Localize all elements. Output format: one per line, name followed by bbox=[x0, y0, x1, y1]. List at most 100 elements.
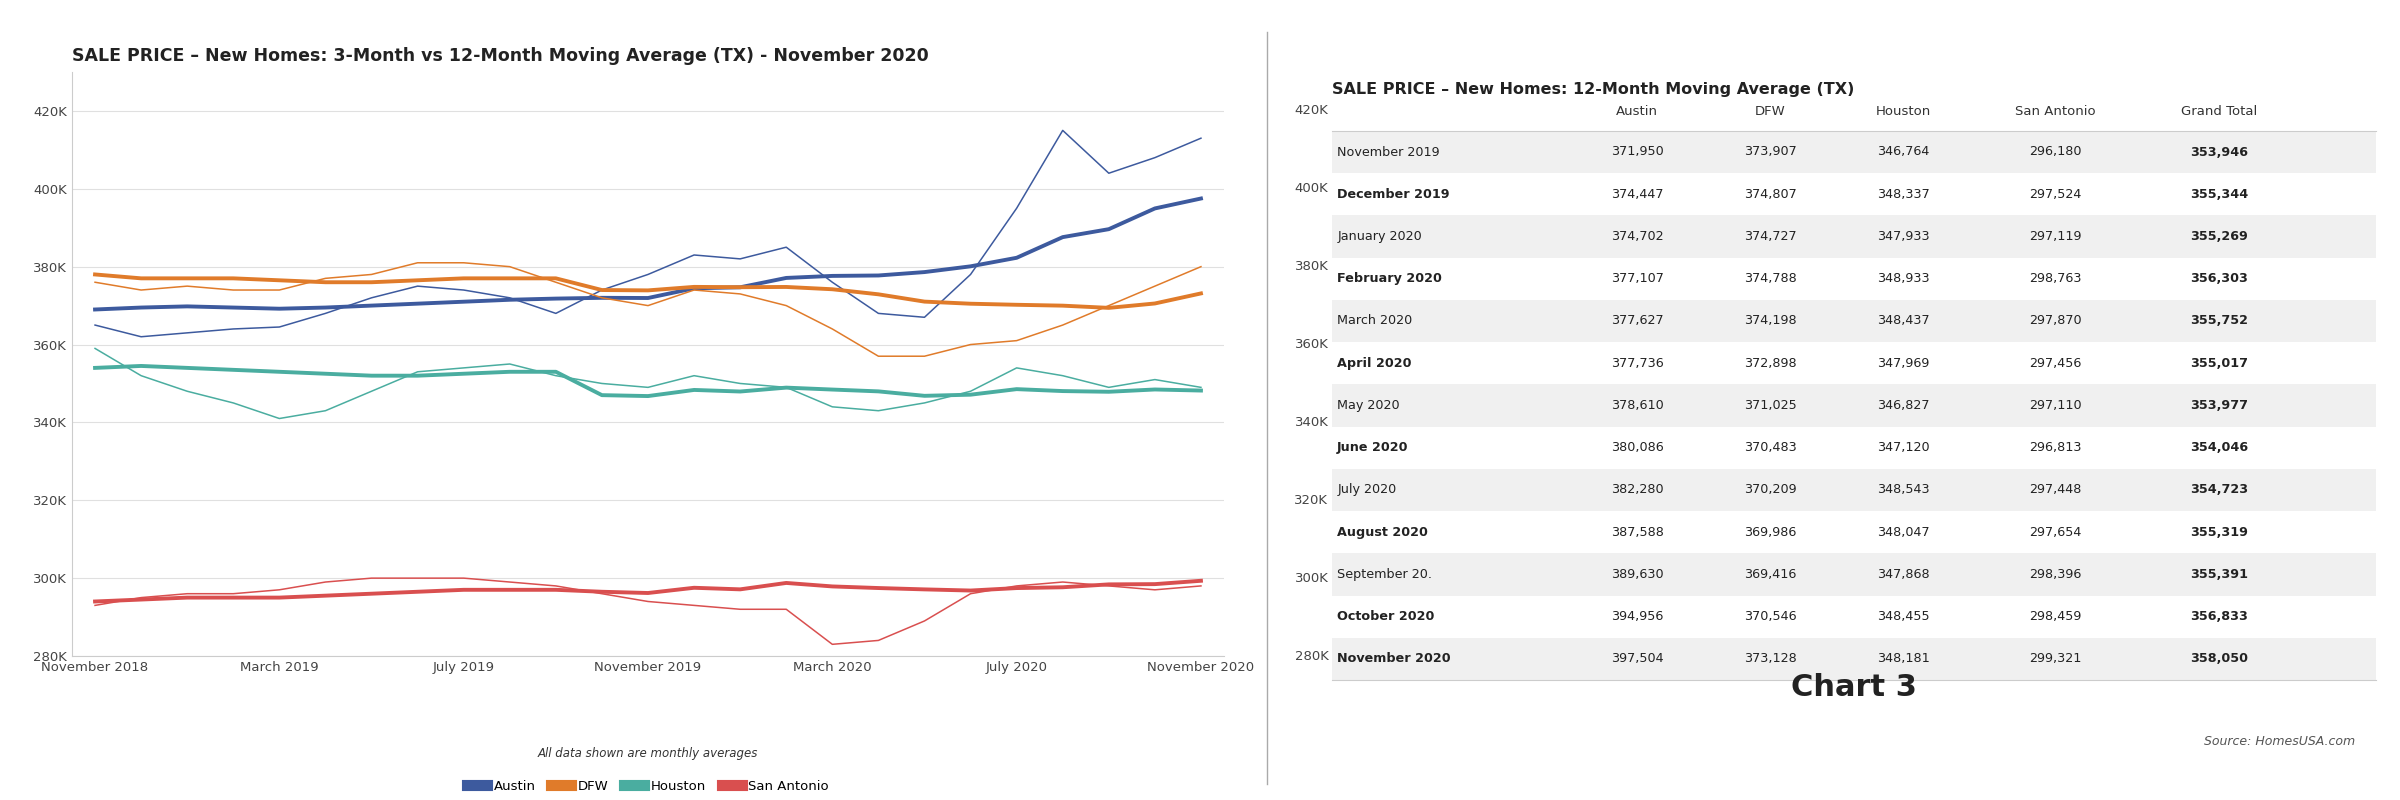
Text: 347,120: 347,120 bbox=[1877, 441, 1930, 454]
Text: 377,107: 377,107 bbox=[1610, 272, 1663, 286]
Text: 347,933: 347,933 bbox=[1877, 230, 1930, 243]
Text: June 2020: June 2020 bbox=[1337, 441, 1409, 454]
Text: August 2020: August 2020 bbox=[1337, 526, 1428, 538]
Text: 374,447: 374,447 bbox=[1610, 188, 1663, 201]
Text: 297,870: 297,870 bbox=[2028, 314, 2081, 327]
Text: 400K: 400K bbox=[1294, 182, 1330, 195]
Text: 360K: 360K bbox=[1294, 338, 1330, 351]
Text: 374,807: 374,807 bbox=[1745, 188, 1798, 201]
Text: DFW: DFW bbox=[1754, 105, 1786, 118]
Text: 280K: 280K bbox=[1294, 650, 1330, 662]
Text: 370,209: 370,209 bbox=[1745, 483, 1798, 497]
Text: 371,950: 371,950 bbox=[1610, 146, 1663, 158]
Legend: Austin, DFW, Houston, San Antonio: Austin, DFW, Houston, San Antonio bbox=[461, 774, 835, 798]
Text: 348,181: 348,181 bbox=[1877, 652, 1930, 666]
Text: 377,736: 377,736 bbox=[1610, 357, 1663, 370]
Bar bbox=[1332, 554, 2376, 595]
Text: 348,455: 348,455 bbox=[1877, 610, 1930, 623]
Text: 356,833: 356,833 bbox=[2191, 610, 2249, 623]
Text: 374,702: 374,702 bbox=[1610, 230, 1663, 243]
Text: 355,017: 355,017 bbox=[2191, 357, 2249, 370]
Text: 355,269: 355,269 bbox=[2191, 230, 2249, 243]
Text: 355,344: 355,344 bbox=[2191, 188, 2249, 201]
Text: Source: HomesUSA.com: Source: HomesUSA.com bbox=[2203, 734, 2354, 748]
Text: 394,956: 394,956 bbox=[1610, 610, 1663, 623]
Text: SALE PRICE – New Homes: 3-Month vs 12-Month Moving Average (TX) - November 2020: SALE PRICE – New Homes: 3-Month vs 12-Mo… bbox=[72, 47, 929, 65]
Text: 372,898: 372,898 bbox=[1745, 357, 1798, 370]
Text: 355,752: 355,752 bbox=[2191, 314, 2249, 327]
Text: 354,723: 354,723 bbox=[2191, 483, 2249, 497]
Bar bbox=[1332, 638, 2376, 680]
Text: 373,128: 373,128 bbox=[1745, 652, 1798, 666]
Text: 355,319: 355,319 bbox=[2191, 526, 2249, 538]
Text: 340K: 340K bbox=[1294, 416, 1330, 429]
Text: SALE PRICE – New Homes: 12-Month Moving Average (TX): SALE PRICE – New Homes: 12-Month Moving … bbox=[1332, 82, 1855, 97]
Text: 348,543: 348,543 bbox=[1877, 483, 1930, 497]
Bar bbox=[1332, 469, 2376, 511]
Text: 371,025: 371,025 bbox=[1745, 399, 1798, 412]
Text: February 2020: February 2020 bbox=[1337, 272, 1442, 286]
Text: 380,086: 380,086 bbox=[1610, 441, 1663, 454]
Text: 380K: 380K bbox=[1294, 260, 1330, 273]
Text: 297,110: 297,110 bbox=[2028, 399, 2081, 412]
Text: 320K: 320K bbox=[1294, 494, 1330, 506]
Text: Houston: Houston bbox=[1877, 105, 1932, 118]
Text: 387,588: 387,588 bbox=[1610, 526, 1663, 538]
Text: 369,986: 369,986 bbox=[1745, 526, 1798, 538]
Text: 297,448: 297,448 bbox=[2028, 483, 2081, 497]
Text: 348,933: 348,933 bbox=[1877, 272, 1930, 286]
Text: 348,337: 348,337 bbox=[1877, 188, 1930, 201]
Text: October 2020: October 2020 bbox=[1337, 610, 1435, 623]
Text: 353,977: 353,977 bbox=[2191, 399, 2249, 412]
Text: 369,416: 369,416 bbox=[1745, 568, 1798, 581]
Text: 356,303: 356,303 bbox=[2191, 272, 2249, 286]
Text: 346,827: 346,827 bbox=[1877, 399, 1930, 412]
Text: 370,546: 370,546 bbox=[1745, 610, 1798, 623]
Text: 354,046: 354,046 bbox=[2191, 441, 2249, 454]
Text: 378,610: 378,610 bbox=[1610, 399, 1663, 412]
Bar bbox=[1332, 384, 2376, 426]
Text: April 2020: April 2020 bbox=[1337, 357, 1411, 370]
Text: 298,396: 298,396 bbox=[2028, 568, 2081, 581]
Text: 348,047: 348,047 bbox=[1877, 526, 1930, 538]
Text: San Antonio: San Antonio bbox=[2014, 105, 2095, 118]
Text: May 2020: May 2020 bbox=[1337, 399, 1399, 412]
Text: December 2019: December 2019 bbox=[1337, 188, 1450, 201]
Text: 346,764: 346,764 bbox=[1877, 146, 1930, 158]
Text: 299,321: 299,321 bbox=[2028, 652, 2081, 666]
Text: 374,727: 374,727 bbox=[1745, 230, 1798, 243]
Text: 298,763: 298,763 bbox=[2028, 272, 2081, 286]
Text: 370,483: 370,483 bbox=[1745, 441, 1798, 454]
Text: January 2020: January 2020 bbox=[1337, 230, 1421, 243]
Text: Grand Total: Grand Total bbox=[2182, 105, 2258, 118]
Text: All data shown are monthly averages: All data shown are monthly averages bbox=[538, 746, 758, 759]
Text: 420K: 420K bbox=[1294, 105, 1330, 118]
Text: July 2020: July 2020 bbox=[1337, 483, 1397, 497]
Text: 296,813: 296,813 bbox=[2028, 441, 2081, 454]
Text: 374,788: 374,788 bbox=[1745, 272, 1798, 286]
Text: 300K: 300K bbox=[1294, 572, 1330, 585]
Text: 373,907: 373,907 bbox=[1745, 146, 1798, 158]
Text: 389,630: 389,630 bbox=[1610, 568, 1663, 581]
Text: 297,524: 297,524 bbox=[2028, 188, 2081, 201]
Text: 297,654: 297,654 bbox=[2028, 526, 2081, 538]
Text: 355,391: 355,391 bbox=[2191, 568, 2249, 581]
Bar bbox=[1332, 300, 2376, 342]
Text: 296,180: 296,180 bbox=[2028, 146, 2081, 158]
Text: 358,050: 358,050 bbox=[2191, 652, 2249, 666]
Text: 298,459: 298,459 bbox=[2028, 610, 2081, 623]
Text: 297,456: 297,456 bbox=[2028, 357, 2081, 370]
Text: 377,627: 377,627 bbox=[1610, 314, 1663, 327]
Bar bbox=[1332, 215, 2376, 258]
Text: 382,280: 382,280 bbox=[1610, 483, 1663, 497]
Text: November 2020: November 2020 bbox=[1337, 652, 1452, 666]
Text: 374,198: 374,198 bbox=[1745, 314, 1798, 327]
Bar bbox=[1332, 131, 2376, 173]
Text: Chart 3: Chart 3 bbox=[1790, 673, 1918, 702]
Text: 347,969: 347,969 bbox=[1877, 357, 1930, 370]
Text: Austin: Austin bbox=[1615, 105, 1658, 118]
Text: March 2020: March 2020 bbox=[1337, 314, 1414, 327]
Text: 353,946: 353,946 bbox=[2191, 146, 2249, 158]
Text: 348,437: 348,437 bbox=[1877, 314, 1930, 327]
Text: 347,868: 347,868 bbox=[1877, 568, 1930, 581]
